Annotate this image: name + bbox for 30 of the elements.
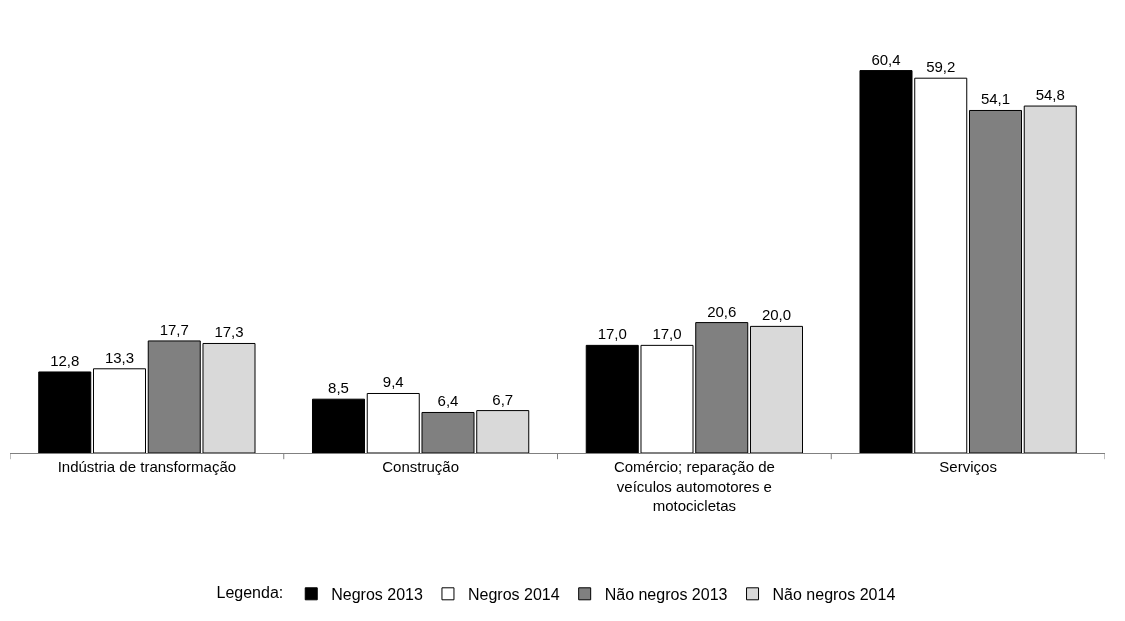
data-label: 6,7 xyxy=(492,390,514,408)
bar xyxy=(1023,105,1077,453)
legend-label: Negros 2013 xyxy=(331,586,423,604)
data-label: 60,4 xyxy=(871,50,901,68)
data-label: 17,0 xyxy=(652,325,682,343)
legend-label: Não negros 2013 xyxy=(604,586,728,604)
data-label: 20,0 xyxy=(761,306,792,324)
data-label: 54,8 xyxy=(1035,86,1065,104)
data-label: 17,0 xyxy=(597,325,627,343)
data-label: 8,5 xyxy=(328,379,349,397)
data-label: 59,2 xyxy=(926,58,956,76)
data-label: 17,3 xyxy=(214,323,244,341)
data-label: 9,4 xyxy=(382,373,404,391)
legend-label: Negros 2014 xyxy=(467,586,560,604)
data-label: 54,1 xyxy=(980,90,1011,108)
x-tick-label: Serviços xyxy=(939,458,997,475)
legend-label: Não negros 2014 xyxy=(772,586,896,604)
data-label: 12,8 xyxy=(50,351,80,369)
data-label: 13,3 xyxy=(104,348,135,366)
bar xyxy=(92,368,147,453)
data-label: 17,7 xyxy=(159,320,189,338)
data-label: 6,4 xyxy=(437,392,459,410)
x-tick-label: Comércio; reparação de veículos automotores e motocicletas xyxy=(613,458,775,514)
bar xyxy=(311,398,366,453)
data-label: 20,6 xyxy=(707,302,737,320)
x-tick-label: Indústria de transformação xyxy=(57,458,237,475)
bar xyxy=(749,325,804,453)
x-tick-label: Construção xyxy=(382,458,459,475)
legend-title: Legenda: xyxy=(216,583,284,601)
bar xyxy=(38,371,92,453)
